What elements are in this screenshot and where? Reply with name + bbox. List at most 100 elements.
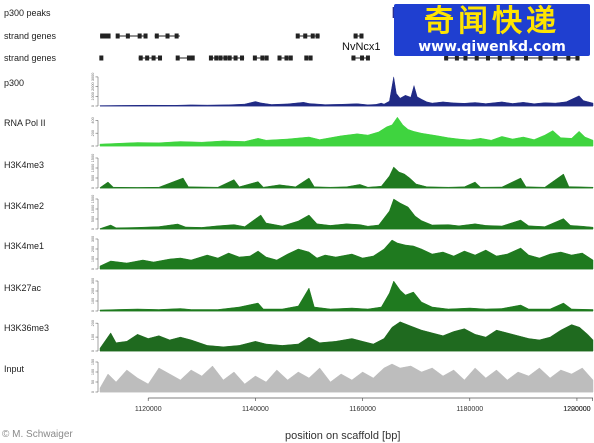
gene-exon-block xyxy=(174,33,179,39)
gene-exon-block xyxy=(463,55,468,61)
gene-model xyxy=(115,33,148,39)
gene-exon-block xyxy=(100,33,105,39)
gene-exon-block xyxy=(143,33,148,39)
y-tick-label: 0 xyxy=(91,350,95,352)
gene-model xyxy=(277,55,293,61)
x-tick-label: 1220000 xyxy=(563,406,590,413)
track-label-rna-pol-ii: RNA Pol II xyxy=(4,118,46,128)
y-tick-label: 100 xyxy=(91,256,95,262)
y-tick-label: 100 xyxy=(91,369,95,375)
track-label-h3k4me2: H3K4me2 xyxy=(4,201,44,211)
x-tick-label: 1120000 xyxy=(135,406,162,413)
watermark-title: 奇闻快递 xyxy=(424,4,560,39)
y-tick-label: 1000 xyxy=(91,164,95,172)
gene-model xyxy=(351,55,370,61)
gene-exon-block xyxy=(288,55,293,61)
gene-exon-block xyxy=(214,55,219,61)
signal-area-input xyxy=(99,363,594,393)
y-tick-label: 300 xyxy=(91,236,95,242)
signal-area-p300 xyxy=(99,76,594,107)
gene-exon-block xyxy=(284,55,289,61)
gene-exon-block xyxy=(566,55,571,61)
x-axis-title: position on scaffold [bp] xyxy=(285,430,401,442)
gene-exon-block xyxy=(365,55,370,61)
gene-exon-block xyxy=(315,33,320,39)
gene-exon-block xyxy=(497,55,502,61)
signal-area-h3k36me3 xyxy=(99,321,594,352)
gene-exon-block xyxy=(218,55,223,61)
y-tick-label: 50 xyxy=(91,380,95,384)
signal-area-h3k4me3 xyxy=(99,166,594,189)
gene-exon-block xyxy=(165,33,170,39)
gene-exon-block xyxy=(360,55,365,61)
gene-model xyxy=(208,55,245,61)
y-tick-label: 0 xyxy=(91,310,95,312)
gene-name-label: NvNcx1 xyxy=(342,41,381,53)
gene-model xyxy=(138,55,163,61)
track-label-h3k27ac: H3K27ac xyxy=(4,283,42,293)
y-tick-label: 100 xyxy=(91,298,95,304)
y-tick-label: 300 xyxy=(91,278,95,284)
gene-exon-block xyxy=(303,33,308,39)
track-label-h3k4me1: H3K4me1 xyxy=(4,241,44,251)
gene-exon-block xyxy=(308,55,313,61)
gene-exon-block xyxy=(252,55,257,61)
gene-exon-block xyxy=(145,55,150,61)
y-tick-label: 1500 xyxy=(91,154,95,162)
watermark-logo: 奇闻快递 www.qiwenkd.com xyxy=(394,4,590,56)
gene-exon-block xyxy=(353,33,358,39)
x-tick-label: 1200000 xyxy=(563,406,590,413)
gene-exon-block xyxy=(351,55,356,61)
y-tick-label: 200 xyxy=(91,288,95,294)
y-tick-label: 0 xyxy=(91,187,95,189)
gene-exon-block xyxy=(310,33,315,39)
track-label-h3k4me3: H3K4me3 xyxy=(4,160,44,170)
gene-exon-block xyxy=(575,55,580,61)
gene-exon-block xyxy=(186,55,191,61)
gene-exon-block xyxy=(553,55,558,61)
signal-area-h3k4me2 xyxy=(99,198,594,230)
gene-exon-block xyxy=(227,55,232,61)
y-tick-label: 0 xyxy=(91,228,95,230)
track-label-0: p300 peaks xyxy=(4,8,51,18)
gene-exon-block xyxy=(158,55,163,61)
y-tick-label: 1500 xyxy=(91,195,95,203)
x-tick-label: 1140000 xyxy=(242,406,269,413)
gene-exon-block xyxy=(106,33,111,39)
gene-model xyxy=(175,55,195,61)
y-tick-label: 0 xyxy=(91,391,95,393)
gene-exon-block xyxy=(99,55,104,61)
gene-model xyxy=(353,33,364,39)
signal-area-rna-pol-ii xyxy=(99,116,594,147)
gene-exon-block xyxy=(264,55,269,61)
gene-exon-block xyxy=(138,55,143,61)
x-tick-label: 1180000 xyxy=(456,406,483,413)
track-label-1: strand genes xyxy=(4,31,57,41)
y-tick-label: 0 xyxy=(91,145,95,147)
signal-area-h3k27ac xyxy=(99,280,594,312)
gene-exon-block xyxy=(175,55,180,61)
gene-exon-block xyxy=(524,55,529,61)
gene-exon-block xyxy=(260,55,265,61)
watermark-url: www.qiwenkd.com xyxy=(418,39,566,55)
gene-exon-block xyxy=(240,55,245,61)
track-label-2: strand genes xyxy=(4,53,57,63)
gene-exon-block xyxy=(233,55,238,61)
y-tick-label: 3000 xyxy=(91,73,95,81)
gene-exon-block xyxy=(223,55,228,61)
y-tick-label: 150 xyxy=(91,359,95,365)
gene-exon-block xyxy=(454,55,459,61)
y-tick-label: 1000 xyxy=(91,92,95,100)
signal-area-h3k4me1 xyxy=(99,239,594,270)
y-tick-label: 0 xyxy=(91,105,95,107)
gene-model xyxy=(100,33,111,39)
y-tick-label: 200 xyxy=(91,320,95,326)
gene-exon-block xyxy=(103,33,108,39)
gene-model xyxy=(295,33,320,39)
gene-exon-block xyxy=(137,33,142,39)
gene-exon-block xyxy=(474,55,479,61)
gene-exon-block xyxy=(208,55,213,61)
y-tick-label: 500 xyxy=(91,175,95,181)
gene-model xyxy=(99,55,104,61)
